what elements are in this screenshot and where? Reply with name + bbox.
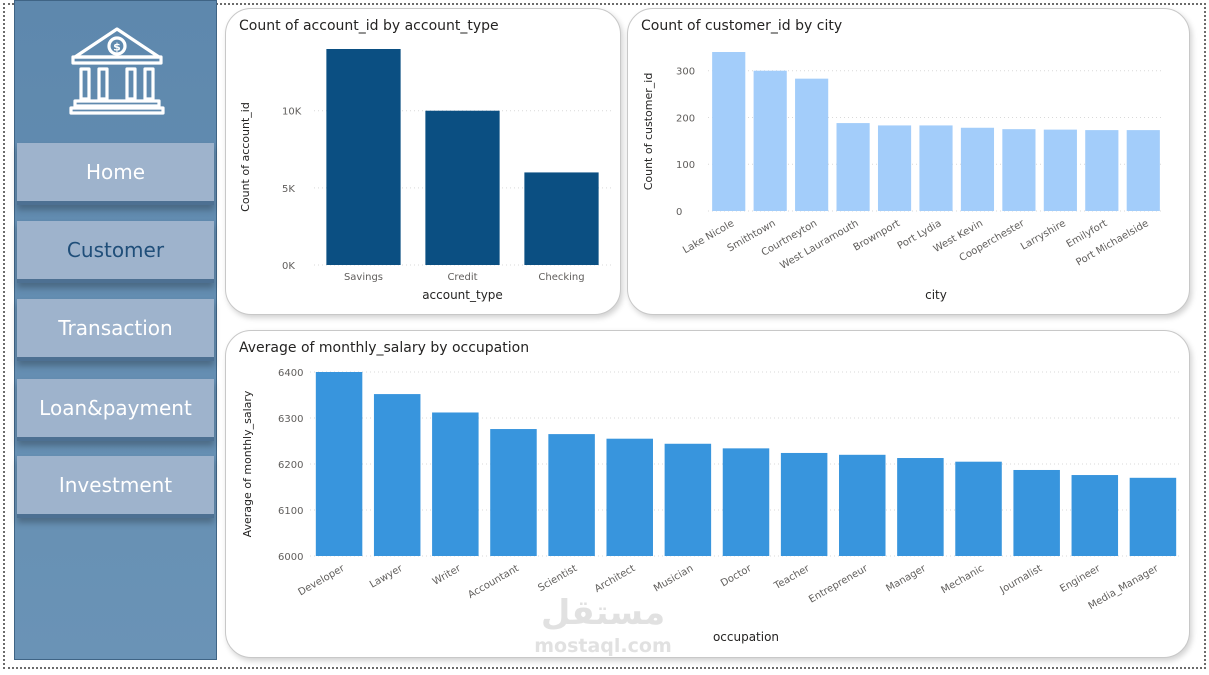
x-tick-label: Writer: [431, 563, 464, 588]
occupation-chart-card: Average of monthly_salary by occupation …: [225, 330, 1190, 658]
bar: [606, 438, 653, 556]
x-tick-label: Checking: [538, 272, 584, 283]
city-chart-card: Count of customer_id by city 0 100 200 300 L…: [627, 8, 1190, 315]
nav-investment-button[interactable]: Investment: [17, 456, 214, 518]
bar: [326, 49, 401, 265]
x-tick-label: Brownport: [852, 218, 903, 254]
bar: [836, 123, 870, 211]
bar: [664, 443, 712, 556]
svg-text:$: $: [113, 41, 121, 54]
bar: [1043, 129, 1077, 211]
bar: [897, 458, 944, 556]
x-tick-label: Credit: [447, 272, 477, 283]
watermark-arabic: مستقل: [541, 593, 665, 633]
bar: [795, 78, 829, 211]
chart-title: Count of customer_id by city: [641, 18, 843, 34]
y-axis-title: Average of monthly_salary: [241, 390, 254, 537]
x-tick-label: Engineer: [1058, 563, 1103, 595]
x-axis-title: occupation: [713, 630, 779, 644]
y-tick-label: 0K: [282, 261, 295, 272]
bar: [1013, 469, 1060, 556]
bar: [1129, 477, 1177, 556]
bar: [315, 372, 363, 556]
x-tick-label: West Lauramouth: [778, 218, 860, 272]
bar: [1002, 129, 1036, 211]
x-tick-label: Savings: [344, 272, 383, 283]
bar: [425, 110, 500, 265]
mostaql-watermark: مستقل mostaql.com: [534, 593, 672, 657]
y-tick-label: 200: [676, 113, 695, 124]
bar: [780, 452, 828, 556]
x-tick-label: Doctor: [719, 563, 754, 590]
bar: [432, 412, 479, 556]
x-tick-label: Mechanic: [940, 563, 987, 596]
bar: [839, 454, 886, 556]
y-tick-label: 300: [676, 67, 695, 78]
x-tick-label: Accountant: [466, 563, 521, 601]
nav-customer-button[interactable]: Customer: [17, 221, 214, 283]
bar: [753, 70, 787, 211]
bar: [524, 172, 599, 265]
x-axis-title: account_type: [422, 288, 503, 302]
bar: [1126, 130, 1160, 211]
account-type-bar-chart: 0K 5K 10K Savings Credit Checking account_type…: [239, 49, 611, 302]
x-tick-label: Entrepreneur: [807, 563, 870, 606]
y-axis-title: Count of customer_id: [642, 73, 655, 191]
bar: [919, 125, 953, 211]
y-tick-label: 5K: [282, 184, 295, 195]
bank-icon: $: [69, 27, 165, 115]
bar: [490, 429, 537, 556]
bar: [1085, 130, 1119, 211]
nav-home-button[interactable]: Home: [17, 143, 214, 205]
y-axis-title: Count of account_id: [239, 102, 252, 212]
y-tick-label: 6300: [278, 414, 303, 425]
sidebar: $ Home Customer Transaction Loan&payment…: [14, 0, 217, 660]
x-tick-label: Manager: [884, 563, 928, 595]
bar: [722, 448, 770, 556]
chart-title: Count of account_id by account_type: [239, 18, 499, 34]
account-type-chart-card: Count of account_id by account_type 0K 5K…: [225, 8, 621, 315]
bar: [955, 461, 1002, 556]
dashboard-frame: [3, 3, 1206, 669]
x-axis-title: city: [925, 288, 947, 302]
y-tick-label: 0: [676, 207, 682, 218]
x-tick-label: Developer: [297, 563, 348, 599]
y-tick-label: 6100: [278, 506, 303, 517]
bar: [373, 394, 421, 556]
x-tick-label: Port Michaelside: [1074, 218, 1150, 268]
y-tick-label: 6000: [278, 552, 303, 563]
x-tick-label: Lawyer: [368, 563, 405, 591]
x-tick-label: Teacher: [772, 563, 813, 593]
watermark-latin: mostaql.com: [534, 635, 672, 657]
y-tick-label: 10K: [282, 107, 302, 118]
x-tick-label: Larryshire: [1019, 218, 1068, 253]
y-tick-label: 100: [676, 160, 695, 171]
bar: [960, 127, 995, 211]
x-tick-label: Journalist: [998, 563, 1045, 596]
y-tick-label: 6200: [278, 460, 303, 471]
nav-transaction-button[interactable]: Transaction: [17, 299, 214, 361]
bar: [548, 434, 595, 556]
y-tick-label: 6400: [278, 368, 303, 379]
bar: [877, 125, 912, 211]
chart-title: Average of monthly_salary by occupation: [239, 340, 530, 356]
nav-loan-payment-button[interactable]: Loan&payment: [17, 379, 214, 441]
occupation-bar-chart: 6000 6100 6200 6300 6400 Developer Lawyer Write…: [241, 368, 1182, 644]
bar: [712, 52, 746, 211]
bar: [1071, 475, 1119, 556]
